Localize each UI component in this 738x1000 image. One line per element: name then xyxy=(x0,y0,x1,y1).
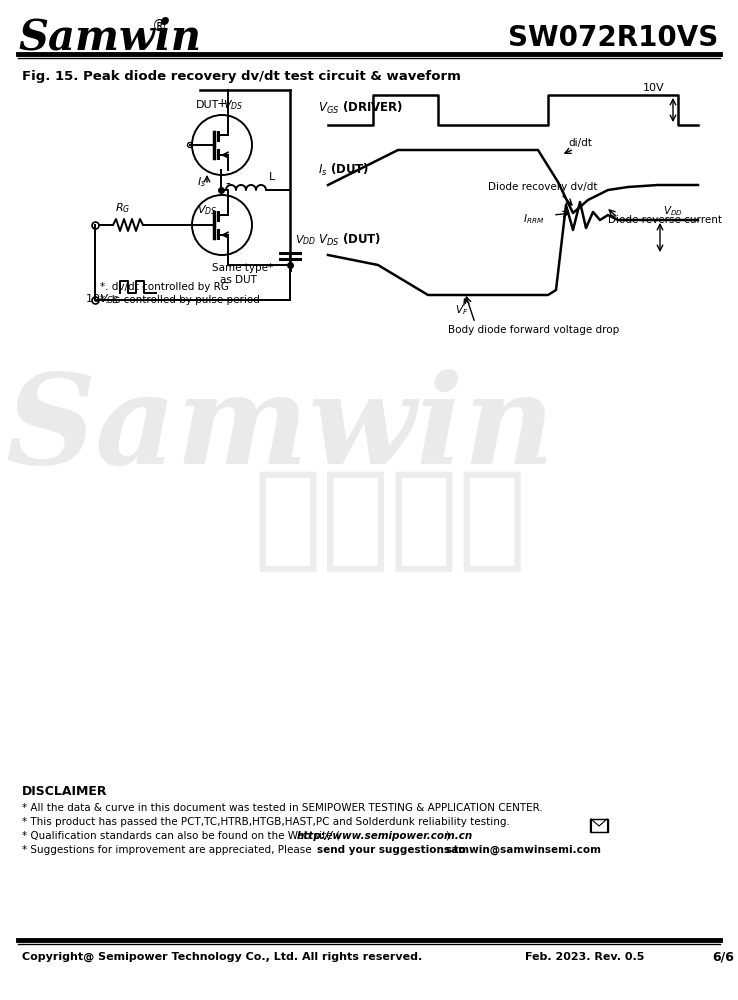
Text: * Suggestions for improvement are appreciated, Please: * Suggestions for improvement are apprec… xyxy=(22,845,315,855)
Text: $I_s$: $I_s$ xyxy=(197,175,206,189)
Text: ): ) xyxy=(445,831,449,841)
Text: *. Is controlled by pulse period: *. Is controlled by pulse period xyxy=(100,295,260,305)
Text: Fig. 15. Peak diode recovery dv/dt test circuit & waveform: Fig. 15. Peak diode recovery dv/dt test … xyxy=(22,70,461,83)
Text: DISCLAIMER: DISCLAIMER xyxy=(22,785,108,798)
Text: * This product has passed the PCT,TC,HTRB,HTGB,HAST,PC and Solderdunk reliabilit: * This product has passed the PCT,TC,HTR… xyxy=(22,817,510,827)
Text: Diode recovery dv/dt: Diode recovery dv/dt xyxy=(488,182,598,192)
Text: 6/6: 6/6 xyxy=(712,950,734,964)
Text: samwin@samwinsemi.com: samwin@samwinsemi.com xyxy=(445,845,601,855)
Text: send your suggestions to: send your suggestions to xyxy=(317,845,469,855)
Text: *. dv/dt controlled by RG: *. dv/dt controlled by RG xyxy=(100,282,229,292)
Text: Samwin: Samwin xyxy=(5,369,555,491)
Text: -: - xyxy=(225,178,230,192)
Text: Copyright@ Semipower Technology Co., Ltd. All rights reserved.: Copyright@ Semipower Technology Co., Ltd… xyxy=(22,952,422,962)
Text: $V_F$: $V_F$ xyxy=(455,303,469,317)
Text: 10V: 10V xyxy=(643,83,665,93)
Text: $V_{DS}$: $V_{DS}$ xyxy=(223,98,244,112)
Text: $R_G$: $R_G$ xyxy=(115,201,131,215)
Text: 内部保密: 内部保密 xyxy=(253,464,527,576)
Text: +: + xyxy=(217,97,227,110)
Text: $10V_{GS}$: $10V_{GS}$ xyxy=(85,292,120,306)
Text: L: L xyxy=(269,172,275,182)
Text: $V_{DS}$ (DUT): $V_{DS}$ (DUT) xyxy=(318,232,381,248)
Text: $I_{RRM}$: $I_{RRM}$ xyxy=(523,212,544,226)
Text: $V_{DD}$: $V_{DD}$ xyxy=(663,204,683,218)
Text: http://www.semipower.com.cn: http://www.semipower.com.cn xyxy=(297,831,473,841)
Text: $V_{GS}$ (DRIVER): $V_{GS}$ (DRIVER) xyxy=(318,100,403,116)
Text: di/dt: di/dt xyxy=(568,138,592,148)
FancyBboxPatch shape xyxy=(590,819,608,832)
Text: Samwin: Samwin xyxy=(18,17,201,59)
Text: ®: ® xyxy=(152,18,168,33)
Text: Body diode forward voltage drop: Body diode forward voltage drop xyxy=(448,325,619,335)
Text: Same type*: Same type* xyxy=(212,263,273,273)
Text: $V_{DS}$: $V_{DS}$ xyxy=(197,203,217,217)
Text: as DUT: as DUT xyxy=(220,275,257,285)
Text: DUT: DUT xyxy=(196,100,219,110)
Text: * All the data & curve in this document was tested in SEMIPOWER TESTING & APPLIC: * All the data & curve in this document … xyxy=(22,803,542,813)
Text: $I_s$ (DUT): $I_s$ (DUT) xyxy=(318,162,369,178)
Text: SW072R10VS: SW072R10VS xyxy=(508,24,718,52)
Text: * Qualification standards can also be found on the Web site (: * Qualification standards can also be fo… xyxy=(22,831,340,841)
Text: Diode reverse current: Diode reverse current xyxy=(608,215,722,225)
Text: Feb. 2023. Rev. 0.5: Feb. 2023. Rev. 0.5 xyxy=(525,952,644,962)
Text: $V_{DD}$: $V_{DD}$ xyxy=(295,233,316,247)
